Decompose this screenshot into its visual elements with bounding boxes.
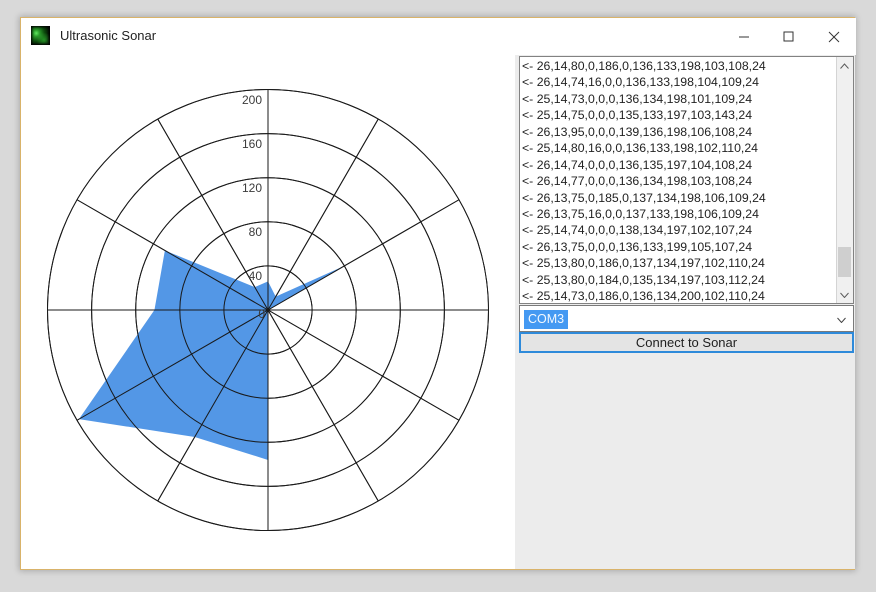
svg-text:40: 40 <box>249 269 263 283</box>
svg-text:80: 80 <box>249 225 263 239</box>
svg-text:120: 120 <box>242 181 262 195</box>
svg-text:160: 160 <box>242 137 262 151</box>
svg-text:200: 200 <box>242 93 262 107</box>
svg-text:0: 0 <box>258 307 265 321</box>
